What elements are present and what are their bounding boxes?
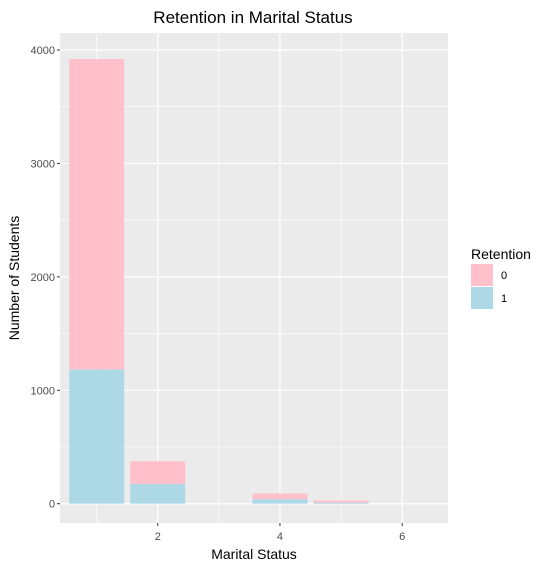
chart-title: Retention in Marital Status — [153, 8, 352, 27]
legend-key-0 — [471, 264, 493, 286]
grid-minor — [60, 33, 464, 523]
x-tick-label: 4 — [277, 531, 283, 543]
y-tick-label: 0 — [49, 499, 55, 511]
legend-label-1: 1 — [501, 293, 507, 305]
y-axis-title: Number of Students — [6, 216, 22, 341]
x-tick-label: 6 — [399, 531, 405, 543]
grid-major — [60, 33, 448, 523]
y-tick-label: 4000 — [31, 45, 55, 57]
y-axis: 0 1000 2000 3000 4000 — [31, 45, 60, 511]
x-tick-label: 2 — [155, 531, 161, 543]
bar-segment-retention-0 — [313, 500, 369, 503]
x-axis: 2 4 6 — [155, 523, 405, 543]
legend: Retention 01 — [471, 246, 531, 309]
legend-label-0: 0 — [501, 270, 507, 282]
legend-items: 01 — [471, 264, 507, 309]
bar-segment-retention-0 — [252, 493, 308, 500]
bar-segment-retention-1 — [69, 369, 125, 504]
y-tick-label: 1000 — [31, 385, 55, 397]
bar-segment-retention-0 — [69, 59, 125, 370]
bar-segment-retention-0 — [130, 461, 186, 484]
legend-key-1 — [471, 287, 493, 309]
y-tick-label: 3000 — [31, 158, 55, 170]
legend-title: Retention — [471, 246, 531, 262]
bar-segment-retention-1 — [130, 483, 186, 504]
plot-panel — [60, 33, 448, 523]
bars — [69, 59, 369, 504]
bar-segment-retention-1 — [313, 502, 369, 504]
x-axis-title: Marital Status — [211, 546, 297, 562]
bar-segment-retention-1 — [252, 499, 308, 504]
y-tick-label: 2000 — [31, 272, 55, 284]
